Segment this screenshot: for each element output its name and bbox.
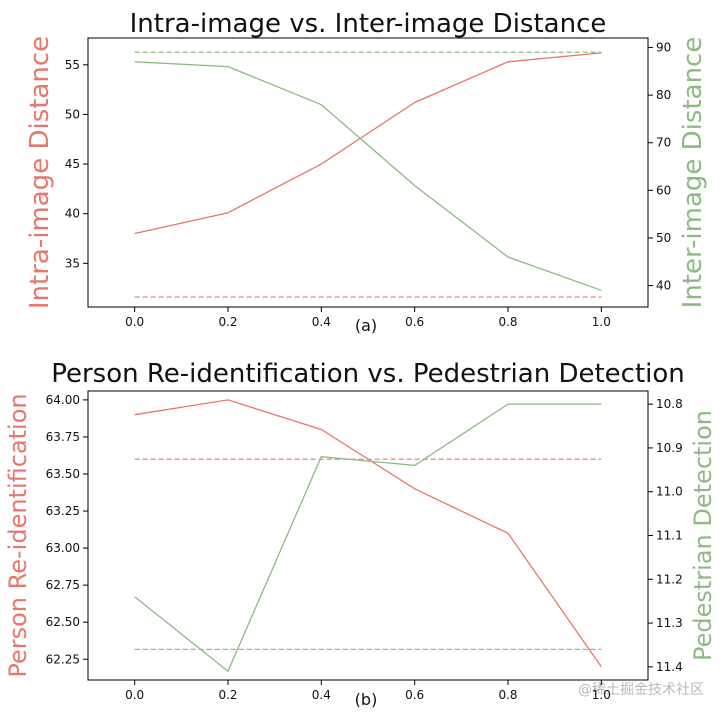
chart-title: Person Re-identification vs. Pedestrian … [51, 359, 685, 389]
y-left-tick-label: 35 [65, 256, 80, 270]
plot-frame [87, 390, 649, 681]
series-line-right [134, 61, 602, 291]
x-tick-label: 0.2 [218, 688, 237, 702]
y-right-tick-label: 60 [656, 183, 671, 197]
x-tick-label: 0.8 [498, 315, 517, 329]
y-left-axis-label: Person Re-identification [4, 393, 32, 677]
y-left-tick-label: 63.00 [46, 541, 80, 555]
y-right-tick-label: 10.8 [656, 397, 683, 411]
x-tick-label: 1.0 [592, 315, 611, 329]
y-right-tick-label: 70 [656, 136, 671, 150]
y-right-tick-label: 11.1 [656, 529, 683, 543]
y-left-tick-label: 64.00 [46, 393, 80, 407]
y-left-axis-label: Intra-image Distance [25, 36, 55, 309]
x-tick-label: 0.0 [125, 688, 144, 702]
y-left-tick-label: 62.75 [46, 578, 80, 592]
y-right-tick-label: 11.2 [656, 572, 683, 586]
x-tick-label: 0.4 [312, 315, 331, 329]
y-left-tick-label: 63.75 [46, 430, 80, 444]
y-left-tick-label: 50 [65, 107, 80, 121]
x-tick-label: 0.4 [312, 688, 331, 702]
y-right-axis-label: Inter-image Distance [678, 37, 708, 309]
series-line-left [134, 399, 602, 668]
chart-title: Intra-image vs. Inter-image Distance [130, 9, 607, 39]
y-right-tick-label: 11.3 [656, 616, 683, 630]
y-right-tick-label: 80 [656, 88, 671, 102]
y-right-tick-label: 11.0 [656, 485, 683, 499]
y-right-tick-label: 40 [656, 279, 671, 293]
chart-b: Person Re-identification vs. Pedestrian … [4, 359, 717, 709]
y-right-tick-label: 11.4 [656, 660, 683, 674]
y-left-tick-label: 40 [65, 207, 80, 221]
x-tick-label: 0.6 [405, 688, 424, 702]
y-left-tick-label: 62.50 [46, 615, 80, 629]
chart-caption: (a) [355, 316, 377, 335]
chart-caption: (b) [355, 690, 378, 709]
y-left-tick-label: 45 [65, 157, 80, 171]
y-right-tick-label: 50 [656, 231, 671, 245]
x-tick-label: 0.2 [218, 315, 237, 329]
y-left-tick-label: 55 [65, 58, 80, 72]
y-right-tick-label: 90 [656, 41, 671, 55]
watermark: @稀土掘金技术社区 [578, 682, 704, 698]
y-left-tick-label: 63.50 [46, 467, 80, 481]
y-right-tick-label: 10.9 [656, 441, 683, 455]
y-left-tick-label: 63.25 [46, 504, 80, 518]
x-tick-label: 0.0 [125, 315, 144, 329]
x-tick-label: 0.8 [498, 688, 517, 702]
y-right-axis-label: Pedestrian Detection [689, 410, 717, 661]
x-tick-label: 1.0 [592, 688, 611, 702]
chart-a: Intra-image vs. Inter-image Distance 0.0 0… [25, 9, 708, 335]
series-line-right [134, 403, 602, 673]
series-line-left [134, 52, 602, 235]
x-tick-label: 0.6 [405, 315, 424, 329]
y-left-tick-label: 62.25 [46, 652, 80, 666]
plot-frame [87, 37, 649, 308]
